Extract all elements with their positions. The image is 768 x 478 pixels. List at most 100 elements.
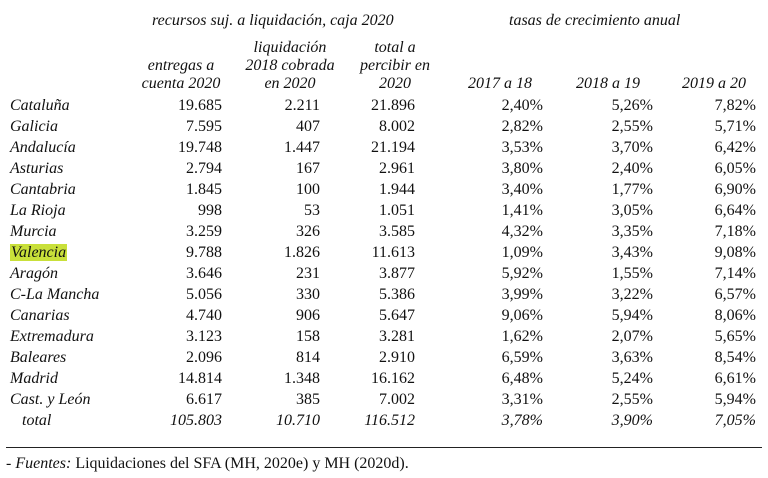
cell-r1718: 3,78%	[501, 412, 543, 429]
cell-r1718: 2,40%	[501, 97, 543, 114]
source-label: Fuentes:	[15, 455, 72, 472]
cell-liquidacion: 326	[296, 223, 320, 240]
cell-liquidacion: 10.710	[276, 412, 320, 429]
source-prefix: -	[6, 455, 16, 472]
cell-entregas: 4.740	[186, 307, 222, 324]
cell-r1819: 3,43%	[611, 244, 653, 261]
region-label: Murcia	[10, 223, 57, 240]
col-header-entregas-line2: cuenta 2020	[141, 75, 221, 92]
cell-r1819: 3,63%	[611, 349, 653, 366]
cell-r1718: 2,82%	[501, 118, 543, 135]
cell-r1920: 6,57%	[714, 286, 756, 303]
cell-total: 2.910	[379, 349, 415, 366]
cell-r1718: 3,40%	[501, 181, 543, 198]
cell-r1920: 7,05%	[714, 412, 756, 429]
cell-entregas: 3.259	[186, 223, 222, 240]
col-header-liquidacion-line3: en 2020	[264, 75, 316, 92]
cell-r1920: 6,61%	[714, 370, 756, 387]
region-name: total	[22, 411, 51, 431]
region-label: C-La Mancha	[10, 286, 100, 303]
cell-r1819: 1,55%	[611, 265, 653, 282]
cell-r1920: 5,65%	[714, 328, 756, 345]
cell-r1718: 5,92%	[501, 265, 543, 282]
cell-total: 11.613	[371, 244, 415, 261]
cell-entregas: 2.794	[186, 160, 222, 177]
cell-r1819: 3,35%	[611, 223, 653, 240]
cell-r1819: 5,94%	[611, 307, 653, 324]
cell-liquidacion: 1.447	[284, 139, 320, 156]
cell-r1819: 1,77%	[611, 181, 653, 198]
region-label: Extremadura	[10, 328, 94, 345]
cell-entregas: 6.617	[186, 391, 222, 408]
region-name: Cataluña	[10, 96, 70, 116]
cell-entregas: 14.814	[178, 370, 222, 387]
cell-r1920: 8,54%	[714, 349, 756, 366]
region-label: Asturias	[10, 160, 64, 177]
group-header-recursos: recursos suj. a liquidación, caja 2020	[152, 12, 394, 29]
cell-entregas: 1.845	[186, 181, 222, 198]
cell-r1819: 2,40%	[611, 160, 653, 177]
cell-total: 5.386	[379, 286, 415, 303]
cell-r1819: 5,26%	[611, 97, 653, 114]
region-name: Extremadura	[10, 327, 94, 347]
region-label: Cantabria	[10, 181, 76, 198]
cell-r1920: 8,06%	[714, 307, 756, 324]
cell-total: 7.002	[379, 391, 415, 408]
region-name: Aragón	[10, 264, 58, 284]
cell-r1920: 5,71%	[714, 118, 756, 135]
cell-entregas: 105.803	[170, 412, 222, 429]
cell-liquidacion: 385	[296, 391, 320, 408]
region-name: Cantabria	[10, 180, 76, 200]
source-note: - Fuentes: Liquidaciones del SFA (MH, 20…	[6, 455, 409, 473]
cell-r1819: 3,70%	[611, 139, 653, 156]
region-name: Madrid	[10, 369, 58, 389]
cell-total: 21.194	[371, 139, 415, 156]
cell-liquidacion: 1.826	[284, 244, 320, 261]
col-header-2018-19: 2018 a 19	[576, 75, 640, 92]
cell-liquidacion: 407	[296, 118, 320, 135]
cell-r1920: 7,82%	[714, 97, 756, 114]
region-name: Galicia	[10, 117, 58, 137]
cell-r1819: 3,05%	[611, 202, 653, 219]
cell-entregas: 9.788	[186, 244, 222, 261]
region-label: total	[22, 412, 52, 429]
col-header-liquidacion: liquidación 2018 cobrada en 2020	[238, 39, 342, 93]
cell-r1920: 6,90%	[714, 181, 756, 198]
cell-total: 16.162	[371, 370, 415, 387]
cell-entregas: 7.595	[186, 118, 222, 135]
cell-liquidacion: 1.348	[284, 370, 320, 387]
col-header-total: total a percibir en 2020	[352, 39, 438, 93]
cell-r1718: 3,31%	[501, 391, 543, 408]
col-header-entregas: entregas a cuenta 2020	[128, 57, 234, 93]
cell-total: 116.512	[364, 412, 415, 429]
col-header-liquidacion-line1: liquidación	[253, 39, 327, 56]
cell-liquidacion: 53	[304, 202, 320, 219]
cell-total: 21.896	[371, 97, 415, 114]
cell-r1920: 6,64%	[714, 202, 756, 219]
cell-liquidacion: 100	[296, 181, 320, 198]
cell-r1819: 3,22%	[611, 286, 653, 303]
cell-r1718: 6,59%	[501, 349, 543, 366]
cell-entregas: 3.646	[186, 265, 222, 282]
cell-r1718: 6,48%	[501, 370, 543, 387]
col-header-liquidacion-line2: 2018 cobrada	[245, 57, 335, 74]
cell-r1920: 7,18%	[714, 223, 756, 240]
highlighted-region-label: Valencia	[10, 244, 68, 261]
region-name: Cast. y León	[10, 390, 90, 410]
region-label: Cast. y León	[10, 391, 91, 408]
cell-r1718: 1,09%	[501, 244, 543, 261]
group-header-tasas: tasas de crecimiento anual	[509, 12, 681, 29]
region-name: Asturias	[10, 159, 63, 179]
cell-r1718: 4,32%	[501, 223, 543, 240]
region-label: Cataluña	[10, 97, 70, 114]
cell-entregas: 998	[198, 202, 222, 219]
cell-total: 1.051	[379, 202, 415, 219]
cell-total: 3.281	[379, 328, 415, 345]
region-label: La Rioja	[10, 202, 66, 219]
region-label: Galicia	[10, 118, 58, 135]
cell-total: 3.877	[379, 265, 415, 282]
cell-r1718: 3,80%	[501, 160, 543, 177]
cell-total: 1.944	[379, 181, 415, 198]
cell-r1718: 3,99%	[501, 286, 543, 303]
cell-liquidacion: 906	[296, 307, 320, 324]
